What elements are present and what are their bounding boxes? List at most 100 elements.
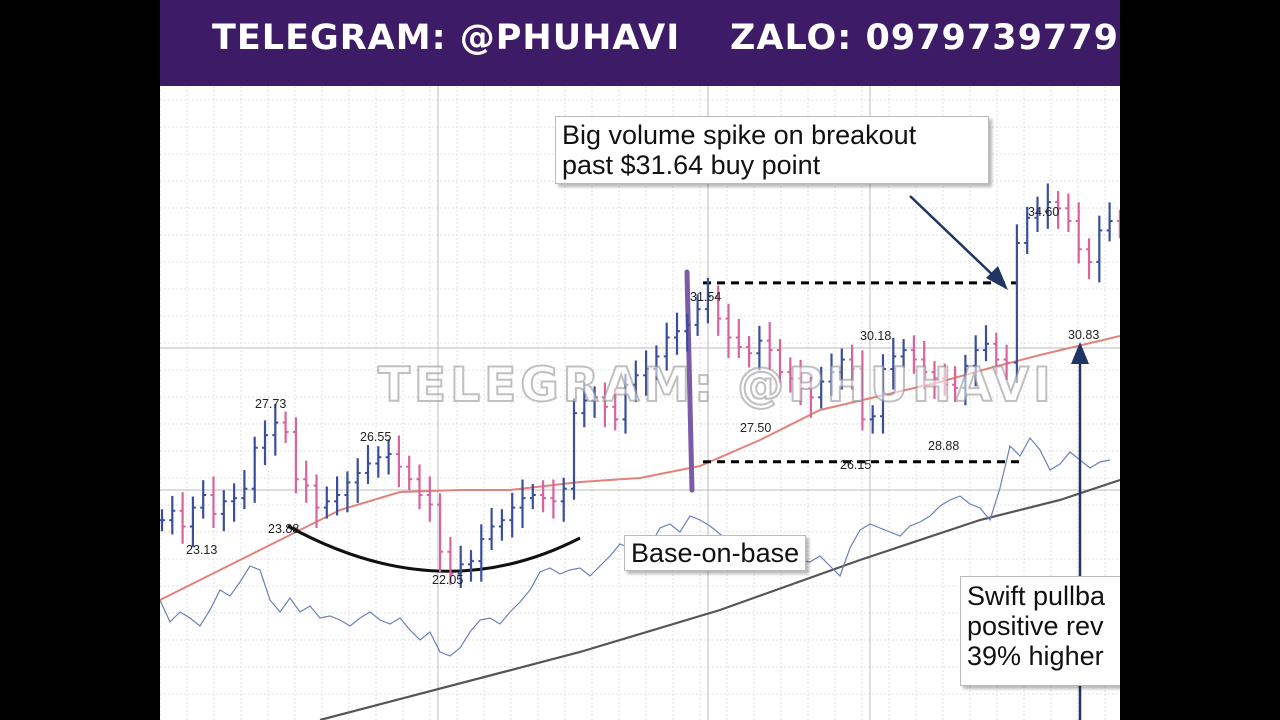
price-bar: [323, 486, 330, 519]
price-bar: [612, 388, 619, 431]
price-bar: [663, 322, 670, 371]
price-bar: [426, 476, 433, 522]
price-label: 31.54: [690, 290, 721, 304]
price-bar: [437, 493, 444, 573]
price-bar: [643, 350, 650, 396]
price-bar: [1086, 238, 1092, 280]
price-bar: [529, 483, 536, 510]
price-bar: [900, 339, 907, 368]
price-bar: [962, 354, 969, 406]
telegram-handle: TELEGRAM: @PHUHAVI: [212, 18, 681, 58]
price-bar: [1096, 215, 1103, 283]
contact-banner: TELEGRAM: @PHUHAVI ZALO: 0979739779: [160, 0, 1120, 86]
price-label: 34.60: [1028, 205, 1059, 219]
price-bar: [385, 439, 392, 475]
price-bar: [725, 303, 732, 358]
price-bar: [509, 492, 516, 538]
pullback-annotation: Swift pullba positive rev 39% higher: [960, 576, 1120, 686]
price-bar: [251, 436, 258, 503]
price-bar: [921, 340, 928, 390]
price-bar: [694, 294, 701, 336]
breakout-arrow-head: [986, 266, 1008, 290]
price-bar: [746, 335, 753, 368]
price-bar: [601, 382, 608, 428]
price-labels: 23.13 23.88 27.73 26.55 22.05 31.54 27.50 26.15…: [186, 205, 1099, 587]
chart-frame: 23.13 23.88 27.73 26.55 22.05 31.54 27.50 26.15…: [160, 0, 1120, 720]
price-bar: [179, 492, 186, 544]
price-bar: [262, 420, 268, 466]
price-bar: [365, 444, 371, 484]
price-label: 30.83: [1068, 328, 1099, 342]
price-bar: [1106, 202, 1113, 242]
price-bar: [1013, 224, 1020, 384]
price-bar: [334, 476, 341, 516]
price-bar: [983, 325, 989, 362]
breakout-annotation: Big volume spike on breakout past $31.64…: [555, 116, 989, 185]
price-bar: [1044, 183, 1051, 229]
price-bar: [952, 366, 959, 403]
price-bar: [622, 373, 629, 434]
price-bar: [272, 403, 279, 456]
price-label: 23.88: [268, 522, 299, 536]
price-bar: [189, 496, 196, 547]
price-bar: [818, 366, 825, 409]
price-bar: [941, 363, 948, 396]
price-bar: [560, 477, 567, 522]
price-bar: [777, 339, 783, 384]
price-bar: [838, 348, 845, 390]
price-bar: [1075, 202, 1082, 264]
price-bar: [880, 354, 886, 434]
base-on-base-annotation: Base-on-base: [624, 535, 807, 572]
price-bar: [344, 471, 351, 513]
price-bar: [478, 524, 485, 582]
price-bar: [1034, 196, 1041, 232]
price-bar: [674, 312, 680, 355]
price-bar: [756, 325, 763, 371]
price-bar: [498, 509, 505, 541]
price-bar: [766, 322, 773, 371]
breakout-volume-spike: [684, 269, 695, 493]
price-bar: [313, 474, 320, 529]
price-bar: [704, 277, 711, 324]
base-curve: [287, 524, 581, 573]
price-bar: [1055, 191, 1062, 229]
breakout-arrow: [909, 195, 999, 281]
price-bar: [200, 480, 207, 519]
price-bar: [931, 361, 938, 399]
price-label: 26.55: [360, 430, 391, 444]
price-bar: [354, 458, 361, 503]
price-bar: [416, 464, 423, 510]
price-bar: [684, 313, 691, 352]
pullback-annotation-line-2: positive rev: [967, 611, 1104, 642]
price-bar: [869, 405, 876, 434]
watermark: TELEGRAM: @PHUHAVI: [377, 357, 1055, 414]
price-bar: [488, 507, 495, 551]
price-label: 23.13: [186, 543, 217, 557]
price-bar: [715, 285, 722, 336]
price-bar: [303, 460, 310, 503]
price-bar: [807, 376, 814, 418]
price-bar: [1024, 206, 1031, 255]
price-label: 26.15: [840, 458, 871, 472]
price-bar: [1116, 209, 1120, 239]
price-label: 27.50: [740, 421, 771, 435]
price-bar: [160, 509, 165, 532]
price-label: 30.18: [860, 329, 891, 343]
price-label: 28.88: [928, 439, 959, 453]
price-bar: [910, 335, 917, 374]
price-bar: [292, 417, 299, 494]
price-bar: [571, 398, 577, 500]
price-bar: [220, 490, 227, 532]
pullback-annotation-line-1: Swift pullba: [967, 581, 1106, 611]
breakout-annotation-line-1: Big volume spike on breakout: [562, 120, 917, 150]
price-bar: [540, 480, 547, 513]
price-bar: [1065, 193, 1072, 232]
price-bar: [993, 332, 1000, 374]
price-bar: [797, 359, 804, 406]
price-bar: [519, 479, 526, 529]
price-bar: [395, 435, 402, 488]
pullback-arrow-head: [1071, 342, 1089, 364]
price-bar: [787, 357, 794, 393]
price-bar: [735, 318, 742, 358]
price-bar: [581, 381, 588, 428]
